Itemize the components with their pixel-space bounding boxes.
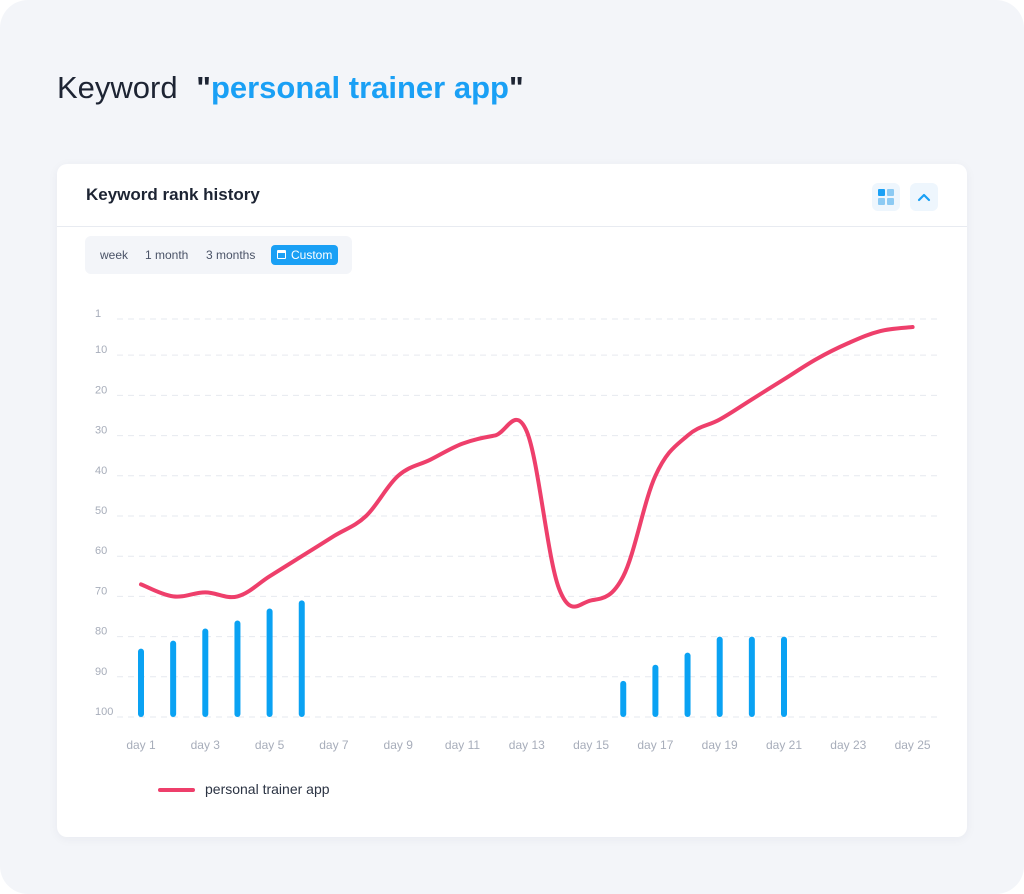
x-tick-label: day 9 [384, 738, 414, 752]
range-custom-label: Custom [291, 248, 333, 262]
rank-chart: 1 10 20 30 40 50 60 70 80 90 100 day 1 day 3 day 5 day… [95, 308, 939, 752]
x-tick-label: day 11 [445, 738, 480, 752]
title-prefix: Keyword [57, 70, 178, 105]
y-tick-label: 10 [95, 344, 107, 356]
collapse-button[interactable] [910, 183, 938, 211]
keyword-term: personal trainer app [210, 70, 509, 105]
y-tick-label: 40 [95, 465, 107, 477]
rank-bar [684, 652, 691, 717]
rank-bar [234, 620, 241, 717]
y-tick-label: 90 [95, 666, 107, 678]
quote-open: " [196, 70, 211, 105]
x-tick-label: day 7 [319, 738, 349, 752]
rank-bar [716, 636, 723, 717]
y-tick-label: 100 [95, 706, 113, 718]
chevron-up-icon [917, 193, 931, 202]
y-tick-label: 1 [95, 308, 101, 320]
x-tick-label: day 19 [702, 738, 738, 752]
x-tick-label: day 25 [895, 738, 931, 752]
rank-bar [298, 600, 305, 717]
rank-history-card: Keyword rank history week 1 month 3 mont… [57, 164, 967, 837]
y-tick-label: 50 [95, 505, 107, 517]
x-tick-label: day 21 [766, 738, 802, 752]
page-title: Keyword "personal trainer app" [57, 70, 524, 106]
series-line-personal-trainer-app [139, 325, 915, 609]
legend-label[interactable]: personal trainer app [205, 781, 330, 797]
x-tick-label: day 13 [509, 738, 545, 752]
y-tick-label: 30 [95, 425, 107, 437]
rank-bar [170, 640, 177, 717]
x-tick-label: day 5 [255, 738, 285, 752]
x-tick-label: day 17 [637, 738, 673, 752]
card-header: Keyword rank history [57, 164, 967, 227]
range-1-month[interactable]: 1 month [145, 248, 189, 262]
range-custom[interactable]: Custom [271, 245, 339, 265]
rank-bar [138, 648, 144, 717]
y-tick-label: 60 [95, 545, 107, 557]
range-week[interactable]: week [100, 248, 129, 262]
x-tick-label: day 1 [126, 738, 156, 752]
x-tick-label: day 15 [573, 738, 609, 752]
keyword-quoted: "personal trainer app" [196, 70, 523, 105]
range-3-months[interactable]: 3 months [206, 248, 256, 262]
rank-bar [652, 664, 659, 717]
rank-bar [266, 608, 273, 717]
y-tick-label: 80 [95, 626, 107, 638]
rank-bar [620, 680, 627, 717]
rank-bar [202, 628, 209, 717]
grid-view-button[interactable] [872, 183, 900, 211]
legend-swatch [158, 788, 195, 792]
x-tick-label: day 3 [191, 738, 221, 752]
quote-close: " [508, 70, 524, 105]
calendar-icon [277, 250, 286, 259]
y-tick-label: 20 [95, 384, 107, 396]
card-title: Keyword rank history [86, 185, 260, 204]
grid-view-icon [878, 189, 894, 205]
rank-bar [781, 636, 787, 717]
x-tick-label: day 23 [830, 738, 866, 752]
date-range-selector: week 1 month 3 months Custom [85, 236, 352, 274]
rank-bar [748, 636, 755, 717]
y-tick-label: 70 [95, 585, 107, 597]
